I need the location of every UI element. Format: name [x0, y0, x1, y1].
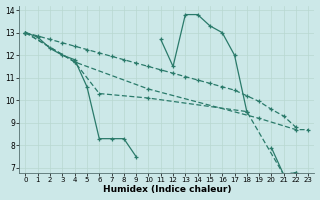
X-axis label: Humidex (Indice chaleur): Humidex (Indice chaleur) — [103, 185, 231, 194]
